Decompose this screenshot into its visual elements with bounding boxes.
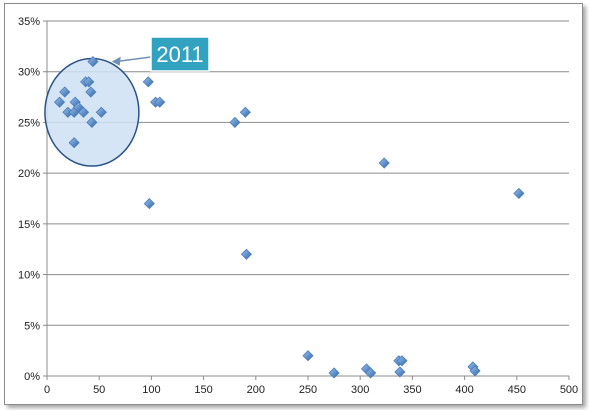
x-tick-label: 450 [508,384,526,396]
y-tick-label: 10% [18,270,40,282]
data-point [365,367,377,379]
x-tick-label: 350 [403,384,421,396]
data-point [328,367,340,379]
chart-frame: 0% 5% 10% 15% 20% 25% 30% 35% 0 50 100 150 200 250 300… [4,3,583,405]
data-point [394,366,406,378]
data-point [142,76,154,88]
annotation-ellipse [44,57,140,167]
scatter-chart: 0% 5% 10% 15% 20% 25% 30% 35% 0 50 100 150 200 250 300… [18,16,578,396]
data-point [95,106,107,118]
data-point [59,86,71,98]
x-tick-label: 100 [142,384,160,396]
data-point [87,56,99,68]
data-point [154,96,166,108]
data-point [513,187,525,199]
y-tick-label: 0% [24,371,40,383]
data-point [240,248,252,260]
annotation-label-box [150,36,210,72]
data-point [229,116,241,128]
x-tick-label: 250 [299,384,317,396]
x-tick-label: 200 [247,384,265,396]
y-tick-label: 25% [18,117,40,129]
x-tick-label: 300 [351,384,369,396]
x-tick-label: 150 [194,384,212,396]
annotation-arrowhead [111,56,121,66]
data-point [68,137,80,149]
data-point [77,106,90,118]
annotation-label: 2011 [156,42,203,67]
y-tick-label: 5% [24,320,40,332]
data-point [85,86,97,98]
data-point [469,365,481,377]
data-point [396,355,408,367]
annotation-2011: 2011 [44,36,210,167]
data-point [86,116,98,128]
annotation-arrow [115,56,152,63]
y-tick-label: 15% [18,219,40,231]
data-point [83,76,95,88]
data-points [53,56,525,379]
data-point [239,106,251,118]
x-tick-label: 0 [44,384,50,396]
y-tick-label: 30% [18,67,40,79]
data-point [143,198,155,210]
data-point [378,157,390,169]
tick-labels: 0% 5% 10% 15% 20% 25% 30% 35% 0 50 100 150 200 250 300… [18,16,578,396]
x-tick-label: 50 [93,384,105,396]
data-point [302,350,314,362]
x-tick-label: 500 [560,384,578,396]
data-point [53,96,66,108]
gridlines [47,20,569,326]
y-tick-label: 20% [18,168,40,180]
y-tick-label: 35% [18,16,40,28]
x-tick-label: 400 [455,384,473,396]
